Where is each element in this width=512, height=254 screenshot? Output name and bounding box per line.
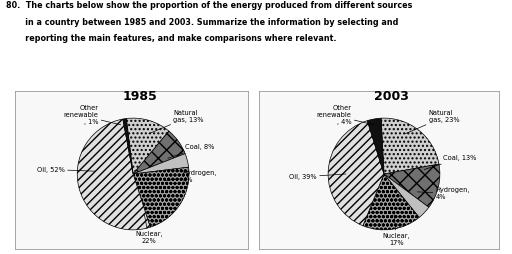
Text: Other
renewable
, 1%: Other renewable , 1% [63,105,121,125]
Wedge shape [381,118,439,174]
Text: Hydrogen,
4%: Hydrogen, 4% [164,170,217,183]
Text: Oil, 39%: Oil, 39% [289,174,346,180]
Wedge shape [77,119,150,230]
Wedge shape [328,121,384,226]
Text: reporting the main features, and make comparisons where relevant.: reporting the main features, and make co… [6,34,337,43]
Text: Coal, 8%: Coal, 8% [168,144,214,158]
Wedge shape [363,174,419,230]
Text: in a country between 1985 and 2003. Summarize the information by selecting and: in a country between 1985 and 2003. Summ… [6,18,398,27]
Text: Coal, 13%: Coal, 13% [424,155,476,169]
Text: Hydrogen,
4%: Hydrogen, 4% [417,187,470,200]
Title: 1985: 1985 [123,90,158,103]
Text: Natural
gas, 23%: Natural gas, 23% [405,110,459,134]
Wedge shape [133,167,189,227]
Title: 2003: 2003 [374,90,409,103]
Wedge shape [367,118,384,174]
Wedge shape [384,174,429,217]
Wedge shape [133,154,188,174]
Text: Nuclear,
17%: Nuclear, 17% [382,214,410,246]
Text: Natural
gas, 13%: Natural gas, 13% [149,110,204,134]
Text: 80.  The charts below show the proportion of the energy produced from different : 80. The charts below show the proportion… [6,1,413,10]
Text: Other
renewable
, 4%: Other renewable , 4% [317,105,374,125]
Wedge shape [126,118,169,174]
Wedge shape [123,119,133,174]
Text: Oil, 52%: Oil, 52% [37,167,95,172]
Wedge shape [384,164,440,207]
Wedge shape [133,131,185,174]
Text: Nuclear,
22%: Nuclear, 22% [135,214,162,244]
